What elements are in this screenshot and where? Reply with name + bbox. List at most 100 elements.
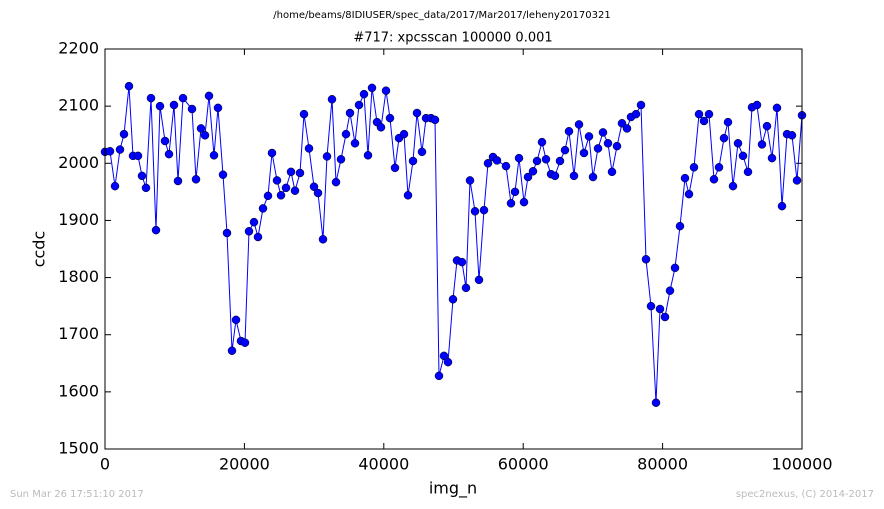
data-point: [537, 137, 547, 147]
data-point: [151, 225, 161, 235]
data-point: [714, 163, 724, 172]
data-point: [523, 172, 533, 182]
data-point: [603, 139, 613, 148]
data-point: [403, 191, 413, 200]
data-point: [363, 151, 373, 160]
data-point: [276, 191, 286, 200]
data-point: [675, 221, 685, 231]
data-point: [141, 183, 151, 193]
data-point: [655, 304, 665, 314]
data-point: [631, 109, 641, 119]
x-tick-label: 80000: [637, 455, 688, 474]
data-point: [767, 153, 777, 163]
data-point: [253, 232, 263, 242]
data-point: [336, 155, 346, 164]
data-point: [733, 139, 743, 148]
data-point: [607, 167, 617, 177]
data-point: [569, 171, 579, 181]
data-point: [318, 235, 328, 244]
data-point: [263, 191, 273, 201]
data-point: [598, 128, 608, 137]
data-point: [461, 283, 471, 293]
data-point: [665, 286, 675, 295]
data-point: [164, 149, 174, 159]
data-point: [612, 141, 622, 151]
data-point: [430, 115, 440, 125]
data-point: [105, 147, 115, 156]
data-point: [762, 121, 772, 131]
data-point: [501, 161, 511, 171]
data-point: [160, 136, 170, 146]
data-point: [381, 86, 391, 95]
data-point: [313, 188, 323, 198]
data-point: [286, 167, 296, 177]
data-point: [331, 177, 341, 187]
data-point: [519, 197, 529, 207]
data-point: [137, 171, 147, 181]
data-point: [173, 176, 183, 186]
data-point: [584, 132, 594, 141]
data-point: [408, 156, 418, 166]
x-tick-label: 60000: [498, 455, 549, 474]
data-point: [204, 91, 214, 101]
data-point: [728, 181, 738, 191]
data-point: [532, 156, 542, 166]
data-point: [457, 257, 467, 267]
data-point: [574, 120, 584, 129]
y-tick-label: 2200: [58, 39, 99, 58]
data-point: [267, 148, 277, 158]
data-point: [699, 116, 709, 126]
data-point: [680, 173, 690, 183]
data-point: [564, 127, 574, 136]
data-point: [670, 263, 680, 273]
data-point: [350, 139, 360, 148]
y-tick-label: 1900: [58, 210, 99, 229]
data-point: [719, 133, 729, 143]
data-point: [187, 104, 197, 114]
y-tick-label: 1500: [58, 439, 99, 458]
data-point: [588, 172, 598, 182]
data-point: [651, 398, 661, 407]
data-point: [709, 175, 719, 184]
x-axis-label: img_n: [429, 479, 477, 499]
y-tick-label: 2100: [58, 96, 99, 115]
data-point: [376, 123, 386, 132]
data-point: [309, 182, 319, 191]
data-point: [304, 144, 314, 153]
data-point: [560, 145, 570, 155]
data-point: [272, 176, 282, 185]
y-tick-label: 2000: [58, 153, 99, 172]
data-point: [506, 199, 516, 208]
data-point: [792, 176, 802, 185]
x-tick-label: 0: [100, 455, 110, 474]
data-point: [146, 93, 156, 103]
data-point: [738, 151, 748, 161]
footer-right: spec2nexus, (C) 2014-2017: [736, 489, 874, 500]
x-tick-label: 100000: [771, 455, 832, 474]
data-point: [191, 175, 201, 184]
data-point: [757, 140, 767, 149]
data-point: [367, 83, 377, 93]
data-point: [222, 228, 232, 238]
data-point: [390, 163, 400, 173]
data-point: [684, 189, 694, 199]
data-point: [240, 338, 250, 347]
data-point: [465, 176, 475, 185]
data-point: [209, 151, 219, 160]
footer-left: Sun Mar 26 17:51:10 2017: [10, 489, 144, 500]
data-point: [178, 93, 188, 103]
data-point: [483, 159, 493, 168]
data-point: [218, 170, 228, 179]
data-point: [787, 131, 797, 140]
data-point: [345, 108, 355, 118]
data-point: [555, 156, 565, 166]
data-point: [110, 181, 120, 191]
data-point: [772, 103, 782, 113]
data-point: [231, 315, 241, 325]
data-point: [528, 167, 538, 176]
chart-title: #717: xpcsscan 100000 0.001: [353, 31, 552, 46]
suptitle: /home/beams/8IDIUSER/spec_data/2017/Mar2…: [273, 10, 610, 21]
data-point: [646, 301, 656, 311]
